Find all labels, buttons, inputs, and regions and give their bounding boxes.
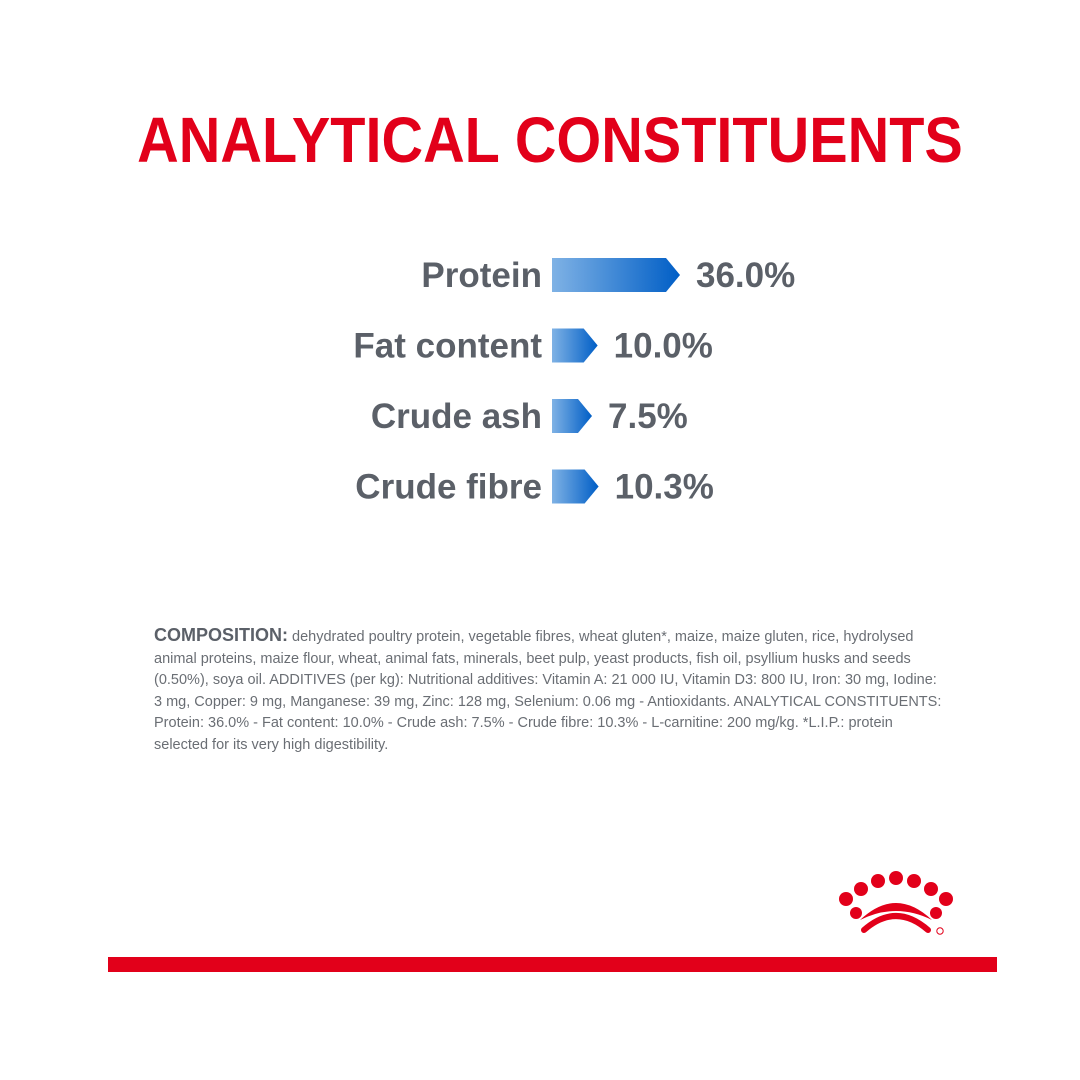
bar xyxy=(552,399,592,433)
value-label: 10.3% xyxy=(615,468,714,507)
bar-row: Fat content 10.0% xyxy=(353,327,713,366)
footer-red-bar xyxy=(108,957,997,972)
value-label: 36.0% xyxy=(696,256,795,295)
bar-row: Crude fibre 10.3% xyxy=(355,468,714,507)
bar xyxy=(552,258,680,292)
value-label: 7.5% xyxy=(608,397,688,436)
category-label: Fat content xyxy=(353,327,542,366)
composition-text: COMPOSITION: dehydrated poultry protein,… xyxy=(154,625,944,757)
composition-body: dehydrated poultry protein, vegetable fi… xyxy=(154,629,942,753)
bar xyxy=(552,328,598,363)
category-label: Crude fibre xyxy=(355,468,542,507)
category-label: Protein xyxy=(421,256,542,295)
bar-row: Crude ash 7.5% xyxy=(371,397,688,436)
value-label: 10.0% xyxy=(614,327,713,366)
category-label: Crude ash xyxy=(371,397,542,436)
page-title: ANALYTICAL CONSTITUENTS xyxy=(137,104,963,176)
crown-logo-icon xyxy=(839,871,953,935)
bar xyxy=(552,469,599,504)
composition-lead: COMPOSITION: xyxy=(154,625,288,645)
bar-row: Protein 36.0% xyxy=(421,256,795,295)
